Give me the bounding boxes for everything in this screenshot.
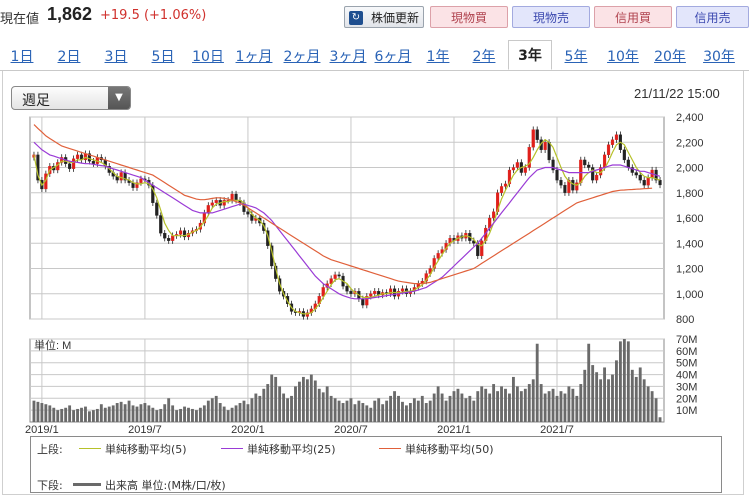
legend-ma50: 単純移動平均(50) xyxy=(405,443,494,456)
tab-3y[interactable]: 3年 xyxy=(508,40,552,70)
chart-timestamp: 21/11/22 15:00 xyxy=(634,86,720,101)
legend-ma5: 単純移動平均(5) xyxy=(105,443,187,456)
tab-1m[interactable]: 1ヶ月 xyxy=(235,49,273,65)
refresh-price-button[interactable]: ↻ 株価更新 xyxy=(344,6,424,28)
tab-1y[interactable]: 1年 xyxy=(426,49,450,65)
refresh-icon: ↻ xyxy=(349,11,363,25)
tab-3d[interactable]: 3日 xyxy=(104,49,128,65)
chart-frame xyxy=(2,71,744,495)
period-tabs: 1日 2日 3日 5日 10日 1ヶ月 2ヶ月 3ヶ月 6ヶ月 1年 2年 3年… xyxy=(0,40,749,71)
chart-legend: 上段: 単純移動平均(5) 単純移動平均(25) 単純移動平均(50) 下段: … xyxy=(30,436,722,493)
current-price-label: 現在値 xyxy=(0,12,40,27)
tab-5d[interactable]: 5日 xyxy=(151,49,175,65)
tab-20y[interactable]: 20年 xyxy=(654,49,686,65)
legend-upper-label: 上段: xyxy=(37,443,63,456)
tab-10d[interactable]: 10日 xyxy=(192,49,224,65)
ma5-swatch xyxy=(79,448,101,449)
cash-buy-button[interactable]: 現物買 xyxy=(430,6,508,28)
cash-sell-button[interactable]: 現物売 xyxy=(512,6,590,28)
tab-1d[interactable]: 1日 xyxy=(10,49,34,65)
quote-header: 現在値 1,862 +19.5 (+1.06%) ↻ 株価更新 現物買 現物売 … xyxy=(0,0,749,34)
margin-sell-button[interactable]: 信用売 xyxy=(676,6,749,28)
current-price-value: 1,862 xyxy=(47,4,93,24)
volume-swatch xyxy=(73,483,101,486)
tab-5y[interactable]: 5年 xyxy=(564,49,588,65)
chevron-down-icon: ▼ xyxy=(108,87,130,109)
ma25-swatch xyxy=(221,448,243,449)
refresh-price-label: 株価更新 xyxy=(370,11,419,25)
tab-2d[interactable]: 2日 xyxy=(57,49,81,65)
margin-buy-button[interactable]: 信用買 xyxy=(594,6,672,28)
legend-ma25: 単純移動平均(25) xyxy=(247,443,336,456)
tab-10y[interactable]: 10年 xyxy=(607,49,639,65)
tab-2m[interactable]: 2ヶ月 xyxy=(283,49,321,65)
legend-volume: 出来高 単位:(M株/口/枚) xyxy=(105,479,226,492)
tab-30y[interactable]: 30年 xyxy=(703,49,735,65)
tab-3m[interactable]: 3ヶ月 xyxy=(329,49,367,65)
ma50-swatch xyxy=(379,448,401,449)
price-change: +19.5 (+1.06%) xyxy=(100,8,207,23)
tab-6m[interactable]: 6ヶ月 xyxy=(374,49,412,65)
tab-2y[interactable]: 2年 xyxy=(472,49,496,65)
candle-period-value: 週足 xyxy=(22,93,50,109)
candle-period-select[interactable]: 週足 ▼ xyxy=(11,86,131,110)
legend-lower-label: 下段: xyxy=(37,479,63,492)
